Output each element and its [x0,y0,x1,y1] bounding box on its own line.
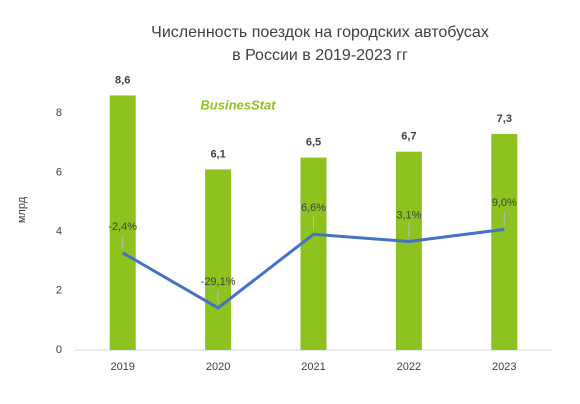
x-tick-label: 2022 [397,361,421,373]
value-label: 8,6 [115,74,130,86]
bar [205,169,232,350]
y-tick-label: 4 [56,226,62,238]
y-tick-label: 6 [56,166,62,178]
chart-title: в России в 2019-2023 гг [232,47,408,64]
x-tick-label: 2020 [206,361,230,373]
y-axis-label: млрд [16,196,28,223]
bar [109,95,136,350]
value-label: -29,1% [201,276,236,288]
x-tick-label: 2021 [301,361,325,373]
y-tick-label: 0 [56,344,62,356]
x-tick-label: 2023 [492,361,516,373]
value-label: 6,6% [301,202,326,214]
line [121,227,505,310]
value-label: -2,4% [108,221,137,233]
y-tick-label: 8 [56,107,62,119]
value-label: 7,3 [497,113,512,125]
value-label: 6,5 [306,137,321,149]
value-label: 9,0% [492,197,517,209]
x-tick-label: 2019 [110,361,134,373]
value-label: 3,1% [396,209,421,221]
chart-title: Численность поездок на городских автобус… [151,24,489,41]
value-label: 6,1 [210,148,225,160]
bar [395,151,422,350]
bar [491,133,518,350]
value-label: 6,7 [401,131,416,143]
y-tick-label: 2 [56,285,62,297]
watermark: BusinesStat [200,97,276,112]
bar [300,157,327,350]
